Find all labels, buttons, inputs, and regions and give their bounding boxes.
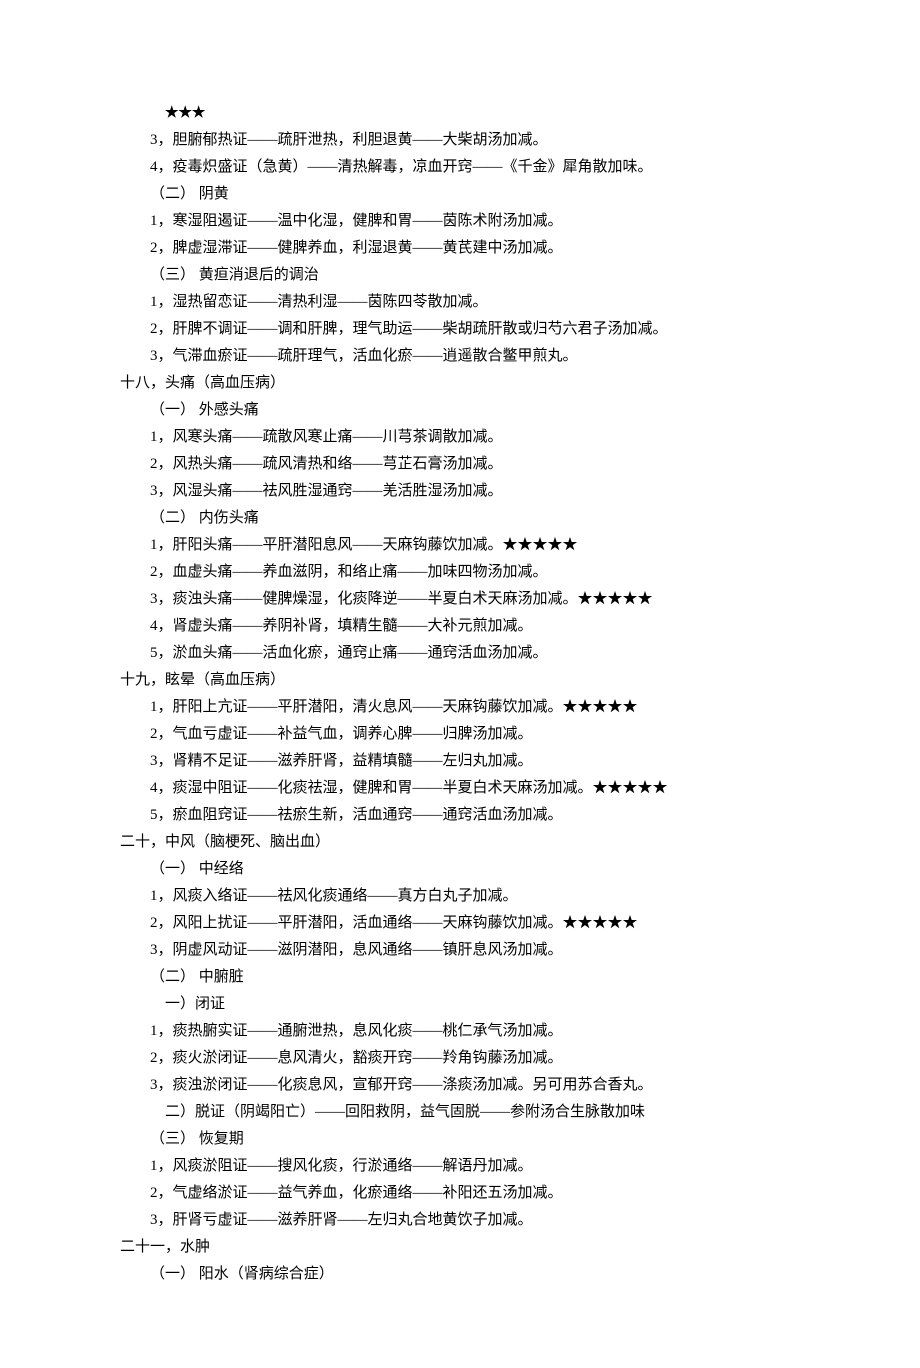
item-18-2-5: 5，淤血头痛——活血化瘀，通窍止痛——通窍活血汤加减。 [120,640,800,667]
section-21: 二十一，水肿 [120,1234,800,1261]
item-17-4: 4，疫毒炽盛证（急黄）——清热解毒，凉血开窍——《千金》犀角散加味。 [120,154,800,181]
subsection-20-2-1: 一）闭证 [120,991,800,1018]
section-20: 二十，中风（脑梗死、脑出血） [120,829,800,856]
item-20-2-1-2: 2，痰火淤闭证——息风清火，豁痰开窍——羚角钩藤汤加减。 [120,1045,800,1072]
item-19-1: 1，肝阳上亢证——平肝潜阳，清火息风——天麻钩藤饮加减。★★★★★ [120,694,800,721]
subsection-20-2: （二） 中腑脏 [120,964,800,991]
item-20-3-1: 1，风痰淤阻证——搜风化痰，行淤通络——解语丹加减。 [120,1153,800,1180]
stars-line: ★★★ [120,100,800,127]
item-18-1-1: 1，风寒头痛——疏散风寒止痛——川芎茶调散加减。 [120,424,800,451]
item-20-3-3: 3，肝肾亏虚证——滋养肝肾——左归丸合地黄饮子加减。 [120,1207,800,1234]
section-19: 十九，眩晕（高血压病） [120,667,800,694]
item-20-1-1: 1，风痰入络证——祛风化痰通络——真方白丸子加减。 [120,883,800,910]
item-19-3: 3，肾精不足证——滋养肝肾，益精填髓——左归丸加减。 [120,748,800,775]
subsection-21-1: （一） 阳水（肾病综合症） [120,1261,800,1288]
item-20-1-2: 2，风阳上扰证——平肝潜阳，活血通络——天麻钩藤饮加减。★★★★★ [120,910,800,937]
subsection-20-3: （三） 恢复期 [120,1126,800,1153]
item-17-2-2: 2，脾虚湿滞证——健脾养血，利湿退黄——黄芪建中汤加减。 [120,235,800,262]
section-18: 十八，头痛（高血压病） [120,370,800,397]
item-18-2-2: 2，血虚头痛——养血滋阴，和络止痛——加味四物汤加减。 [120,559,800,586]
item-17-3-3: 3，气滞血瘀证——疏肝理气，活血化瘀——逍遥散合鳖甲煎丸。 [120,343,800,370]
item-18-2-1: 1，肝阳头痛——平肝潜阳息风——天麻钩藤饮加减。★★★★★ [120,532,800,559]
item-20-2-1-3: 3，痰浊淤闭证——化痰息风，宣郁开窍——涤痰汤加减。另可用苏合香丸。 [120,1072,800,1099]
subsection-20-2-2: 二）脱证（阴竭阳亡）——回阳救阴，益气固脱——参附汤合生脉散加味 [120,1099,800,1126]
item-19-2: 2，气血亏虚证——补益气血，调养心脾——归脾汤加减。 [120,721,800,748]
item-20-1-3: 3，阴虚风动证——滋阴潜阳，息风通络——镇肝息风汤加减。 [120,937,800,964]
item-17-2-1: 1，寒湿阻遏证——温中化湿，健脾和胃——茵陈术附汤加减。 [120,208,800,235]
item-18-2-3: 3，痰浊头痛——健脾燥湿，化痰降逆——半夏白术天麻汤加减。★★★★★ [120,586,800,613]
item-18-2-4: 4，肾虚头痛——养阴补肾，填精生髓——大补元煎加减。 [120,613,800,640]
subsection-20-1: （一） 中经络 [120,856,800,883]
subsection-17-2: （二） 阴黄 [120,181,800,208]
item-17-3-1: 1，湿热留恋证——清热利湿——茵陈四苓散加减。 [120,289,800,316]
subsection-18-1: （一） 外感头痛 [120,397,800,424]
item-19-4: 4，痰湿中阻证——化痰祛湿，健脾和胃——半夏白术天麻汤加减。★★★★★ [120,775,800,802]
item-17-3: 3，胆腑郁热证——疏肝泄热，利胆退黄——大柴胡汤加减。 [120,127,800,154]
item-19-5: 5，瘀血阻窍证——祛瘀生新，活血通窍——通窍活血汤加减。 [120,802,800,829]
item-17-3-2: 2，肝脾不调证——调和肝脾，理气助运——柴胡疏肝散或归芍六君子汤加减。 [120,316,800,343]
item-18-1-3: 3，风湿头痛——祛风胜湿通窍——羌活胜湿汤加减。 [120,478,800,505]
item-18-1-2: 2，风热头痛——疏风清热和络——芎芷石膏汤加减。 [120,451,800,478]
subsection-17-3: （三） 黄疸消退后的调治 [120,262,800,289]
subsection-18-2: （二） 内伤头痛 [120,505,800,532]
item-20-2-1-1: 1，痰热腑实证——通腑泄热，息风化痰——桃仁承气汤加减。 [120,1018,800,1045]
item-20-3-2: 2，气虚络淤证——益气养血，化瘀通络——补阳还五汤加减。 [120,1180,800,1207]
